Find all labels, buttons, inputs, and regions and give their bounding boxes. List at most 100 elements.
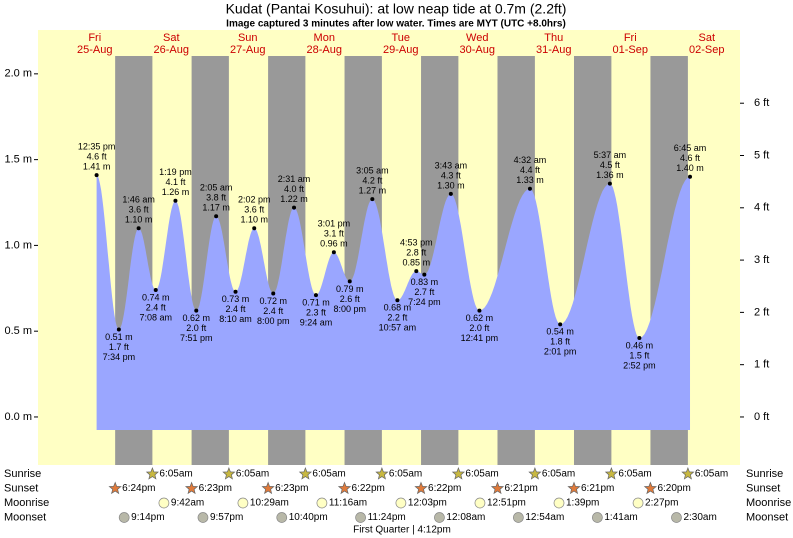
sunrise-icon (222, 467, 236, 480)
tide-label: 2.8 ft (406, 248, 427, 258)
tide-point (331, 250, 336, 255)
tide-label: 3:05 am (356, 165, 389, 175)
moonset-icon (118, 512, 130, 523)
tide-label: 2.4 ft (263, 306, 284, 316)
sunset-icon (184, 481, 199, 495)
tide-label: 1.8 ft (550, 337, 571, 347)
y2-tick-label: 2 ft (754, 306, 769, 318)
tide-label: 0.96 m (320, 239, 348, 249)
tide-label: 0.74 m (142, 292, 170, 302)
sunset-time: 6:24pm (122, 483, 155, 494)
tide-label: 1.7 ft (109, 342, 130, 352)
tide-label: 2.4 ft (226, 304, 247, 314)
sunrise-time: 6:05am (695, 469, 728, 480)
sunset-time: 6:23pm (275, 483, 308, 494)
tide-point (173, 198, 178, 203)
tide-label: 1.22 m (280, 194, 308, 204)
tide-label: 0.54 m (546, 327, 574, 337)
moonset-icon (355, 512, 366, 523)
y2-tick-label: 6 ft (754, 97, 769, 109)
sunrise-icon (528, 467, 542, 480)
tide-label: 1.26 m (162, 187, 190, 197)
moonset-icon (513, 512, 524, 523)
day-name: Sat (163, 32, 180, 44)
row-label: Moonset (4, 511, 46, 523)
tide-label: 2.0 ft (469, 323, 490, 333)
row-label: Sunrise (4, 468, 41, 480)
moonrise-time: 12:03pm (408, 498, 447, 509)
tide-label: 3.6 ft (129, 205, 150, 215)
moonset-time: 12:08am (446, 512, 485, 523)
moonrise-time: 9:42am (171, 498, 204, 509)
moonset-time: 11:24pm (368, 512, 406, 523)
tide-point (116, 327, 121, 332)
moonrise-icon (474, 497, 486, 509)
tide-point (347, 279, 352, 284)
tide-label: 3:43 am (435, 160, 468, 170)
sunrise-time: 6:05am (618, 469, 651, 480)
row-label: Moonrise (746, 497, 791, 509)
day-date: 02-Sep (689, 44, 724, 56)
sunset-icon (490, 481, 505, 495)
tide-label: 4.2 ft (362, 175, 383, 185)
tide-point (422, 272, 427, 277)
tide-label: 0.73 m (222, 294, 250, 304)
tide-label: 4.5 ft (600, 160, 621, 170)
tide-label: 1.41 m (83, 161, 111, 171)
moonrise-time: 1:39pm (566, 498, 599, 509)
y-tick-label: 2.0 m (4, 68, 32, 80)
tide-label: 0.79 m (336, 284, 364, 294)
tide-point (395, 298, 400, 303)
row-label: Sunset (746, 482, 780, 494)
tide-label: 3.8 ft (206, 193, 227, 203)
moonrise-time: 11:16am (329, 498, 367, 509)
moonrise-time: 12:51pm (487, 498, 526, 509)
tide-label: 10:57 am (379, 323, 417, 333)
moonrise-icon (158, 497, 170, 509)
y2-tick-label: 4 ft (754, 202, 769, 214)
y2-tick-label: 0 ft (754, 411, 769, 423)
sunset-time: 6:20pm (657, 483, 690, 494)
tide-point (688, 174, 693, 179)
tide-label: 5:37 am (594, 150, 627, 160)
day-date: 28-Aug (307, 44, 342, 56)
moonset-time: 9:57pm (210, 512, 243, 523)
tide-label: 2:52 pm (623, 360, 656, 370)
tide-label: 0.83 m (411, 277, 439, 287)
moonset-time: 9:14pm (131, 512, 164, 523)
tide-label: 4:32 am (514, 155, 547, 165)
tide-label: 8:00 pm (257, 316, 290, 326)
sunrise-icon (375, 467, 389, 480)
tide-label: 1.10 m (125, 215, 153, 225)
moonset-time: 12:54am (525, 512, 564, 523)
moonrise-time: 10:29am (250, 498, 289, 509)
tide-label: 4.6 ft (87, 151, 108, 161)
y-tick-label: 1.5 m (4, 154, 32, 166)
tide-label: 1.40 m (676, 163, 704, 173)
day-name: Sun (238, 32, 258, 44)
tide-label: 1.5 ft (629, 350, 650, 360)
moonset-icon (434, 512, 445, 523)
day-date: 27-Aug (230, 44, 265, 56)
moonset-time: 1:41am (604, 512, 637, 523)
sunrise-time: 6:05am (312, 469, 345, 480)
tide-label: 2:02 pm (238, 195, 271, 205)
sunset-time: 6:21pm (504, 483, 537, 494)
moonset-icon (592, 512, 603, 523)
tide-point (607, 181, 612, 186)
tide-label: 4.0 ft (284, 184, 305, 194)
tide-point (558, 322, 563, 327)
tide-label: 3.1 ft (324, 229, 345, 239)
tide-point (94, 173, 99, 178)
tide-label: 2.3 ft (306, 308, 327, 318)
tide-point (194, 308, 199, 313)
tide-label: 0.46 m (626, 340, 654, 350)
sunrise-icon (145, 467, 160, 480)
day-name: Mon (314, 32, 335, 44)
sunset-icon (337, 481, 352, 495)
day-date: 25-Aug (77, 44, 112, 56)
tide-label: 1:19 pm (159, 167, 192, 177)
sunset-time: 6:23pm (199, 483, 232, 494)
sunrise-time: 6:05am (389, 469, 422, 480)
